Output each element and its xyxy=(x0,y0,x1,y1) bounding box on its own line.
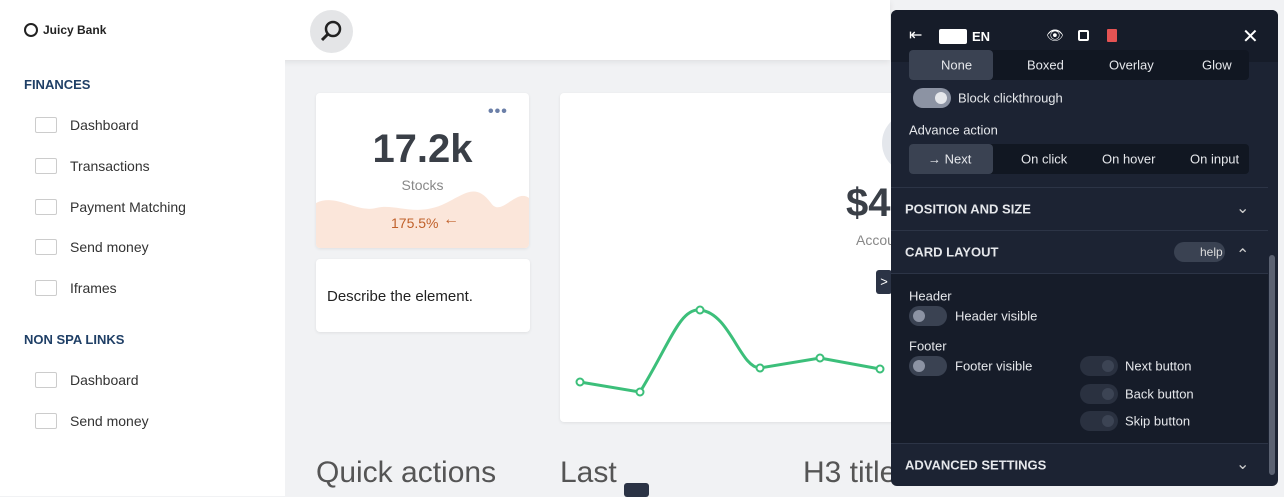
mode-option[interactable]: Overlay xyxy=(1109,57,1154,73)
action-text: Next xyxy=(944,151,972,167)
nav-item[interactable]: Iframes xyxy=(70,280,117,297)
nav-icon xyxy=(35,157,57,174)
search-icon xyxy=(320,20,342,42)
action-option[interactable]: → Next xyxy=(928,151,972,167)
selected-action xyxy=(909,144,993,174)
visibility-button[interactable]: 👁 xyxy=(1046,27,1064,43)
section-header[interactable]: CARD LAYOUT help ⌃ xyxy=(891,230,1268,273)
toggle-label: Skip button xyxy=(1125,413,1191,429)
section-title: H3 title xyxy=(803,456,897,489)
field-label: Header xyxy=(909,288,952,304)
nav-item[interactable]: Dashboard xyxy=(70,117,139,133)
toggle-label: Block clickthrough xyxy=(958,90,1063,106)
section-heading: NON SPA LINKS xyxy=(24,332,125,347)
toggle-disabled[interactable] xyxy=(1080,356,1118,376)
action-option[interactable]: On hover xyxy=(1102,151,1156,167)
section-title: ADVANCED SETTINGS xyxy=(905,457,1047,473)
sidebar: FINANCES Dashboard Transactions Payment Mat… xyxy=(0,60,285,496)
sparkline xyxy=(316,191,529,248)
search-button[interactable] xyxy=(310,10,353,53)
line-chart xyxy=(575,305,885,397)
chevron: ⌄ xyxy=(1236,456,1250,473)
section-title: CARD LAYOUT xyxy=(905,244,999,260)
nav-icon xyxy=(35,372,57,388)
section-title: Last xyxy=(560,456,617,489)
nav-item[interactable]: Send money xyxy=(70,412,149,429)
stat-label: Stocks xyxy=(401,177,444,193)
brand[interactable]: Juicy Bank xyxy=(43,23,107,37)
nav-icon xyxy=(35,280,57,297)
help-button[interactable]: help xyxy=(1174,242,1225,262)
card-layout-body xyxy=(891,273,1268,443)
editor-panel: ⇤ EN 👁 ✕ None Boxed Overlay Glow Block c… xyxy=(891,10,1278,486)
nav-item[interactable]: Payment Matching xyxy=(70,198,186,215)
chevron: ⌃ xyxy=(1236,247,1250,264)
nav-item[interactable]: Transactions xyxy=(70,157,150,174)
balance-label: Accou xyxy=(856,232,895,248)
nav-icon xyxy=(35,239,57,256)
toggle-off[interactable] xyxy=(909,356,947,376)
mode-option[interactable]: None xyxy=(941,57,973,73)
toggle-disabled[interactable] xyxy=(1080,384,1118,404)
section-title: POSITION AND SIZE xyxy=(905,201,1031,217)
mode-option[interactable]: Glow xyxy=(1202,57,1232,73)
tooltip: Describe the element. xyxy=(316,259,530,332)
nav-icon xyxy=(35,117,57,133)
field-label: Advance action xyxy=(909,122,998,138)
more-button[interactable]: ••• xyxy=(488,103,508,120)
stat-change: 175.5% xyxy=(391,215,439,231)
stat-card: 17.2k Stocks 175.5% ← ••• xyxy=(316,93,529,248)
close-button[interactable]: ✕ xyxy=(1242,26,1259,48)
toggle-label: Footer visible xyxy=(955,358,1033,374)
balance-card: $4 Accou > xyxy=(560,93,900,422)
section-header[interactable]: POSITION AND SIZE ⌄ xyxy=(891,187,1268,230)
nav-icon xyxy=(35,412,57,429)
nav-icon xyxy=(35,198,57,215)
toggle-on[interactable] xyxy=(913,88,951,108)
toggle-label: Next button xyxy=(1125,358,1192,374)
section-heading: FINANCES xyxy=(24,77,91,92)
toggle-label: Back button xyxy=(1125,386,1194,402)
action-option[interactable]: On click xyxy=(1021,151,1068,167)
language[interactable]: EN xyxy=(972,29,991,44)
chevron: ⌄ xyxy=(1236,200,1250,217)
toggle-disabled[interactable] xyxy=(1080,411,1118,431)
toggle-off[interactable] xyxy=(909,306,947,326)
nav-item[interactable]: Send money xyxy=(70,239,149,256)
toggle-label: Header visible xyxy=(955,308,1038,324)
next-arrow[interactable]: > xyxy=(876,270,892,294)
tooltip-text: Describe the element. xyxy=(327,288,473,305)
language-icon xyxy=(939,29,967,44)
section-header[interactable]: ADVANCED SETTINGS ⌄ xyxy=(891,443,1268,486)
delete-button[interactable] xyxy=(1107,29,1117,42)
copy-button[interactable] xyxy=(1078,30,1089,41)
top-bar: Juicy Bank xyxy=(0,0,890,60)
section-title: Quick actions xyxy=(316,456,497,489)
action-option[interactable]: On input xyxy=(1190,151,1240,167)
balance-value: $4 xyxy=(846,181,891,225)
chevron-button[interactable] xyxy=(624,483,649,497)
selected-mode xyxy=(909,50,993,80)
scrollbar[interactable] xyxy=(1269,255,1275,475)
mode-option[interactable]: Boxed xyxy=(1027,57,1064,73)
field-label: Footer xyxy=(909,338,947,354)
collapse-button[interactable]: ⇤ xyxy=(909,27,923,44)
arrow-icon: ← xyxy=(443,211,459,228)
stat-value: 17.2k xyxy=(372,127,473,171)
logo xyxy=(24,23,38,37)
nav-item[interactable]: Dashboard xyxy=(70,372,139,388)
